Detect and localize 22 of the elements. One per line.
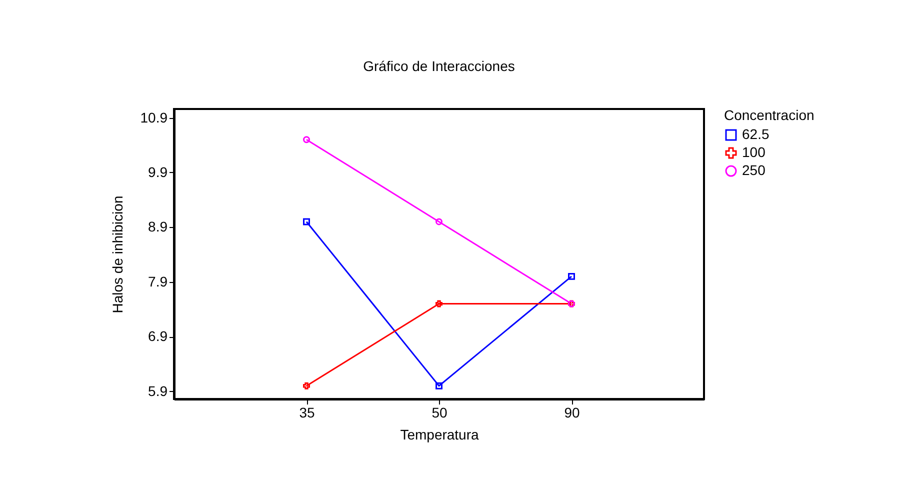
point [303, 382, 310, 390]
y-tick-label: 7.9 [148, 273, 168, 290]
legend-label: 250 [742, 162, 766, 178]
y-tick-label: 8.9 [148, 218, 168, 235]
chart-title: Gráfico de Interacciones [363, 58, 515, 74]
x-axis-title: Temperatura [400, 426, 480, 442]
legend-label: 100 [742, 144, 766, 160]
point [303, 218, 310, 226]
x-tick-label: 50 [432, 404, 448, 420]
y-tick-label: 10.9 [140, 109, 168, 126]
x-tick-label: 35 [299, 404, 315, 420]
y-axis-title: Halos de inhibicion [109, 196, 126, 314]
x-tick-label: 90 [564, 404, 580, 420]
point [436, 300, 442, 308]
point [436, 218, 442, 226]
legend-label: 62.5 [742, 126, 770, 142]
y-tick-label: 6.9 [148, 328, 168, 344]
y-tick-label: 9.9 [148, 164, 168, 180]
point [568, 272, 575, 280]
y-tick-label: 5.9 [148, 382, 168, 399]
point [436, 382, 442, 390]
legend-title: Concentracion [724, 107, 814, 123]
